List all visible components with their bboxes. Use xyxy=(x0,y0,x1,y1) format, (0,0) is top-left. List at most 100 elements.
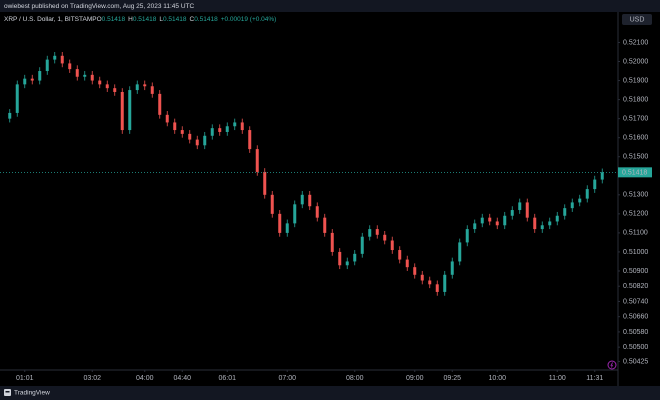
legend-key: O xyxy=(97,16,102,23)
candle-body xyxy=(338,251,342,266)
y-tick-label: 0.51200 xyxy=(623,211,648,218)
candle-body xyxy=(398,250,402,260)
candle-body xyxy=(68,63,72,70)
candle-body xyxy=(353,253,357,262)
legend-value: 0.51418 xyxy=(102,16,126,23)
candle-body xyxy=(503,215,507,226)
footer-bar xyxy=(0,386,660,400)
candle-body xyxy=(413,267,417,275)
candle-body xyxy=(165,114,169,123)
candle-body xyxy=(443,274,447,292)
candle-body xyxy=(173,122,177,131)
candle-body xyxy=(570,202,574,209)
x-tick-label: 07:00 xyxy=(278,375,296,382)
candle-body xyxy=(405,259,409,268)
candle-body xyxy=(585,189,589,199)
candle-body xyxy=(435,284,439,292)
candle-body xyxy=(533,217,537,230)
candle-body xyxy=(195,139,199,146)
candle-body xyxy=(293,204,297,224)
y-tick-label: 0.50900 xyxy=(623,268,648,275)
candle-body xyxy=(465,229,469,243)
candle-body xyxy=(150,86,154,94)
candle-body xyxy=(360,236,364,254)
candle-body xyxy=(113,88,117,92)
tradingview-logo xyxy=(4,389,11,396)
candle-body xyxy=(45,59,49,72)
candle-body xyxy=(308,194,312,207)
last-price-label: 0.51418 xyxy=(622,170,647,177)
x-tick-label: 11:00 xyxy=(549,375,566,382)
candle-body xyxy=(23,78,27,85)
candle-body xyxy=(240,122,244,131)
candle-body xyxy=(330,232,334,252)
candle-body xyxy=(578,198,582,203)
candle-body xyxy=(323,217,327,233)
candle-body xyxy=(218,128,222,132)
candle-body xyxy=(15,84,19,113)
candle-body xyxy=(158,93,162,115)
y-tick-label: 0.50425 xyxy=(623,358,648,365)
candle-body xyxy=(285,223,289,233)
candle-body xyxy=(135,84,139,91)
y-tick-label: 0.51000 xyxy=(623,249,648,256)
candle-body xyxy=(420,274,424,281)
candle-body xyxy=(600,172,604,180)
x-tick-label: 09:00 xyxy=(406,375,424,382)
candle-body xyxy=(98,80,102,85)
candle-body xyxy=(488,217,492,222)
candle-body xyxy=(60,55,64,64)
candle-body xyxy=(510,210,514,216)
header-text: owiebest published on TradingView.com, A… xyxy=(4,3,194,10)
candle-body xyxy=(8,112,12,119)
candle-body xyxy=(593,179,597,190)
candle-body xyxy=(233,122,237,127)
candle-body xyxy=(53,55,57,60)
footer-text: TradingView xyxy=(14,390,50,397)
y-tick-label: 0.50500 xyxy=(623,344,648,351)
events-icon[interactable] xyxy=(607,360,617,370)
candle-body xyxy=(375,229,379,235)
candle-body xyxy=(263,171,267,195)
candle-body xyxy=(495,221,499,226)
candle-body xyxy=(278,213,282,233)
candle-body xyxy=(128,90,132,131)
x-tick-label: 01:01 xyxy=(16,375,34,382)
candle-body xyxy=(38,71,42,81)
y-tick-label: 0.51600 xyxy=(623,135,648,142)
currency-box[interactable] xyxy=(622,14,652,25)
candle-body xyxy=(188,133,192,140)
candle-body xyxy=(548,221,552,226)
candle-body xyxy=(518,202,522,211)
candle-body xyxy=(75,69,79,77)
candle-body xyxy=(563,208,567,216)
legend-title: XRP / U.S. Dollar, 1, BITSTAMP xyxy=(4,16,97,23)
candle-body xyxy=(105,84,109,89)
y-tick-label: 0.51300 xyxy=(623,192,648,199)
x-tick-label: 04:00 xyxy=(136,375,154,382)
candle-body xyxy=(180,130,184,134)
last-price-box xyxy=(618,167,652,178)
y-tick-label: 0.52000 xyxy=(623,58,648,65)
y-tick-label: 0.50740 xyxy=(623,298,648,305)
lightning xyxy=(610,362,614,368)
candle-body xyxy=(270,194,274,214)
candle-body xyxy=(345,261,349,266)
y-tick-label: 0.51700 xyxy=(623,115,648,122)
candle-body xyxy=(383,234,387,241)
x-tick-label: 04:40 xyxy=(173,375,191,382)
header-bar xyxy=(0,0,660,12)
legend-value: 0.51418 xyxy=(194,16,218,23)
y-tick-label: 0.51100 xyxy=(623,230,648,237)
legend-value: 0.51418 xyxy=(133,16,157,23)
legend: XRP / U.S. Dollar, 1, BITSTAMPO0.51418 H0… xyxy=(4,16,276,23)
y-tick-label: 0.51900 xyxy=(623,77,648,84)
candle-body xyxy=(525,202,529,218)
legend-change: +0.00019 (+0.04%) xyxy=(221,16,277,23)
y-tick-label: 0.50580 xyxy=(623,329,648,336)
x-tick-label: 11:31 xyxy=(586,375,603,382)
candle-body xyxy=(300,194,304,205)
x-tick-label: 08:00 xyxy=(346,375,364,382)
candle-body xyxy=(368,229,372,237)
